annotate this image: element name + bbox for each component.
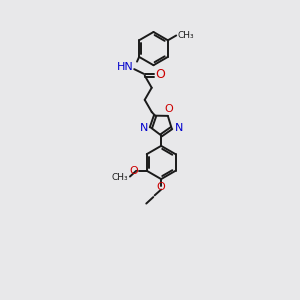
Text: O: O xyxy=(129,166,138,176)
Text: CH₃: CH₃ xyxy=(112,173,129,182)
Text: O: O xyxy=(155,68,165,81)
Text: O: O xyxy=(157,182,166,193)
Text: N: N xyxy=(140,123,148,133)
Text: O: O xyxy=(164,104,173,114)
Text: CH₃: CH₃ xyxy=(178,31,194,40)
Text: HN: HN xyxy=(117,61,134,71)
Text: N: N xyxy=(175,123,183,133)
